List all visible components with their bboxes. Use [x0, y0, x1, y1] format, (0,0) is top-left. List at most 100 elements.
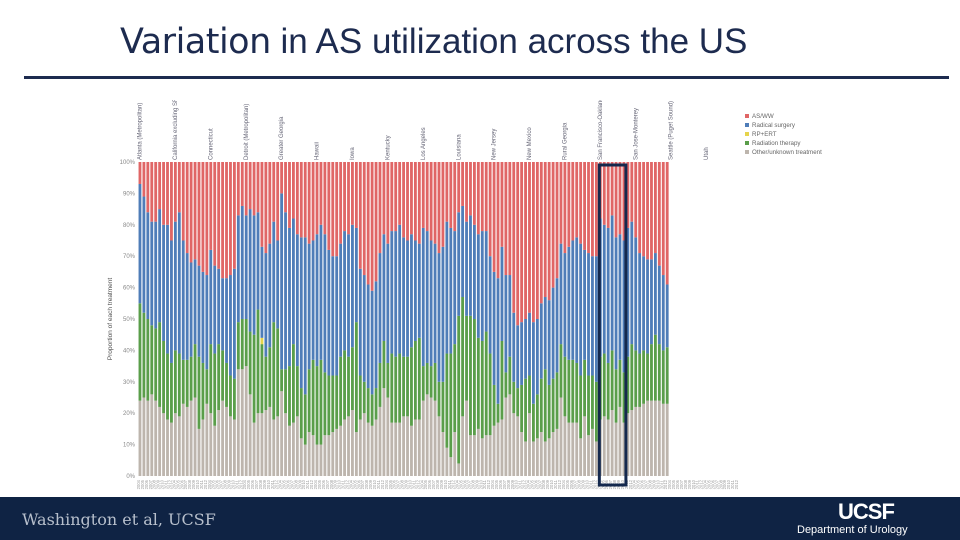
- bar-segment-other-unknown-treatment: [248, 394, 252, 476]
- x-tick-label: 2004: [561, 479, 566, 489]
- bar-segment-radical-surgery: [244, 215, 248, 319]
- bar-segment-radiation-therapy: [197, 356, 201, 429]
- bar-segment-other-unknown-treatment: [528, 413, 531, 476]
- bar-segment-radiation-therapy: [166, 353, 169, 420]
- bar-segment-other-unknown-treatment: [476, 428, 480, 476]
- bar-segment-other-unknown-treatment: [217, 410, 221, 476]
- x-tick-label: 2008: [470, 479, 475, 489]
- bar-segment-radiation-therapy: [638, 353, 642, 407]
- bar-segment-radiation-therapy: [591, 375, 594, 429]
- bar-segment-as-ww: [512, 162, 516, 313]
- bar-segment-as-ww: [665, 162, 669, 285]
- bar-segment-radical-surgery: [170, 240, 173, 363]
- bar-segment-other-unknown-treatment: [484, 435, 488, 476]
- x-tick-label: 2008: [647, 479, 652, 489]
- bar-segment-radical-surgery: [638, 253, 642, 354]
- bar-segment-as-ww: [244, 162, 248, 216]
- bar-segment-radiation-therapy: [492, 384, 496, 426]
- bar-segment-other-unknown-treatment: [193, 397, 197, 476]
- highlight-box: [597, 163, 628, 487]
- bar-segment-radiation-therapy: [181, 359, 185, 404]
- bar-segment-as-ww: [445, 162, 449, 222]
- bar-segment-other-unknown-treatment: [362, 413, 366, 476]
- legend-swatch: [745, 132, 749, 136]
- bar-segment-as-ww: [547, 162, 551, 301]
- bar-segment-other-unknown-treatment: [650, 400, 653, 476]
- bar-segment-other-unknown-treatment: [185, 406, 189, 476]
- bar-segment-other-unknown-treatment: [543, 441, 547, 476]
- bar-segment-as-ww: [276, 162, 280, 241]
- bar-segment-radical-surgery: [177, 212, 181, 354]
- bar-segment-as-ww: [461, 162, 465, 206]
- x-tick-label: 2007: [537, 479, 542, 489]
- x-tick-label: 2005: [565, 479, 570, 489]
- bar-segment-radiation-therapy: [437, 381, 441, 417]
- region-label: New Mexico: [527, 127, 533, 160]
- bar-segment-as-ww: [339, 162, 343, 244]
- bar-segment-radiation-therapy: [327, 375, 331, 436]
- bar-segment-as-ww: [425, 162, 429, 232]
- bar-segment-radiation-therapy: [331, 375, 335, 433]
- x-tick-label: 2008: [187, 479, 192, 489]
- bar-segment-radiation-therapy: [461, 297, 465, 417]
- bar-segment-other-unknown-treatment: [276, 416, 280, 476]
- bar-segment-other-unknown-treatment: [264, 410, 268, 476]
- bar-segment-radiation-therapy: [347, 356, 350, 417]
- bar-segment-as-ww: [449, 162, 453, 228]
- bar-segment-radical-surgery: [626, 227, 630, 357]
- bar-segment-other-unknown-treatment: [453, 432, 457, 476]
- bar-segment-as-ww: [642, 162, 646, 257]
- bar-segment-radiation-therapy: [362, 381, 366, 414]
- y-tick-label: 90%: [123, 191, 136, 197]
- bar-segment-other-unknown-treatment: [437, 416, 441, 476]
- bar-segment-radical-surgery: [402, 237, 405, 357]
- bar-segment-radiation-therapy: [232, 378, 236, 420]
- bar-segment-as-ww: [657, 162, 661, 266]
- bar-segment-radical-surgery: [351, 224, 354, 348]
- bar-segment-as-ww: [646, 162, 649, 260]
- bar-segment-radical-surgery: [646, 259, 649, 354]
- bar-segment-other-unknown-treatment: [441, 432, 445, 476]
- x-tick-label: 2008: [683, 479, 688, 489]
- x-tick-label: 2005: [352, 479, 357, 489]
- bar-segment-radical-surgery: [339, 243, 343, 357]
- bar-segment-radical-surgery: [437, 253, 441, 382]
- bar-segment-as-ww: [520, 162, 524, 323]
- bar-segment-other-unknown-treatment: [473, 435, 476, 476]
- bar-segment-other-unknown-treatment: [138, 400, 142, 476]
- bar-segment-other-unknown-treatment: [504, 397, 508, 476]
- bar-segment-radical-surgery: [292, 218, 295, 345]
- bar-segment-other-unknown-treatment: [311, 435, 315, 476]
- bar-segment-other-unknown-treatment: [421, 400, 425, 476]
- x-tick-label: 2011: [482, 479, 487, 489]
- x-tick-label: 2010: [478, 479, 483, 489]
- bar-segment-as-ww: [221, 162, 225, 279]
- x-tick-label: 2011: [376, 479, 381, 489]
- bar-segment-radiation-therapy: [213, 353, 217, 426]
- x-tick-label: 2011: [588, 479, 593, 489]
- bar-segment-radiation-therapy: [622, 372, 626, 423]
- x-tick-label: 2007: [396, 479, 401, 489]
- bar-segment-radical-surgery: [579, 243, 583, 376]
- bar-segment-radiation-therapy: [303, 394, 307, 445]
- bar-segment-radiation-therapy: [154, 328, 158, 401]
- bar-segment-other-unknown-treatment: [229, 416, 232, 476]
- bar-segment-radiation-therapy: [390, 353, 394, 423]
- bar-segment-other-unknown-treatment: [524, 441, 527, 476]
- x-tick-label: 2010: [160, 479, 165, 489]
- bar-segment-radical-surgery: [370, 290, 374, 395]
- region-label: Kentucky: [385, 135, 391, 160]
- x-tick-label: 2012: [451, 479, 456, 489]
- bar-segment-as-ww: [177, 162, 181, 213]
- x-tick-label: 2008: [258, 479, 263, 489]
- x-tick-label: 2012: [415, 479, 420, 489]
- y-tick-label: 30%: [123, 380, 136, 386]
- x-tick-label: 2011: [411, 479, 416, 489]
- bar-segment-as-ww: [516, 162, 520, 326]
- bar-segment-radical-surgery: [327, 249, 331, 376]
- bar-segment-other-unknown-treatment: [425, 394, 429, 476]
- bar-segment-radiation-therapy: [579, 375, 583, 439]
- bar-segment-radiation-therapy: [575, 362, 579, 423]
- bar-segment-as-ww: [650, 162, 653, 260]
- bar-segment-as-ww: [488, 162, 492, 257]
